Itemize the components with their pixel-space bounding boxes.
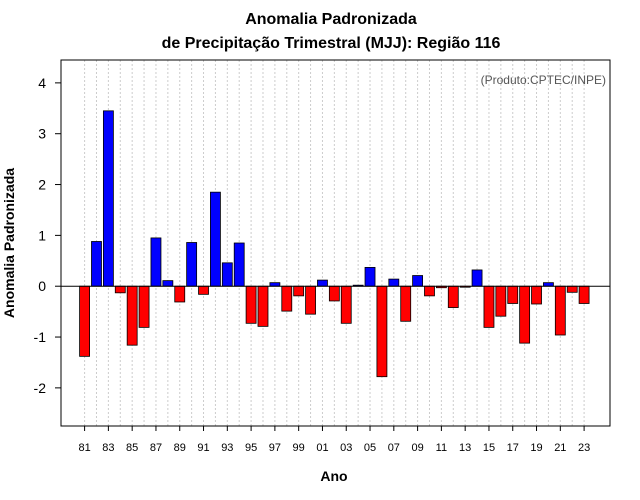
bar <box>150 237 162 287</box>
x-tick-label: 23 <box>578 442 590 454</box>
chart-title-line-1: Anomalia Padronizada <box>245 11 417 28</box>
bar <box>79 285 90 357</box>
bar <box>91 241 102 287</box>
bar <box>221 262 233 287</box>
y-tick-label: 3 <box>38 126 46 142</box>
x-axis: 81 83 85 87 89 91 93 95 97 99 01 03 05 07 09 11 13 15 17 19… <box>78 426 590 454</box>
x-tick-label: 01 <box>316 442 328 454</box>
x-tick-label: 19 <box>530 442 542 454</box>
bar <box>257 285 269 327</box>
bar <box>114 285 126 294</box>
bar <box>317 279 328 287</box>
x-tick-label: 17 <box>507 442 519 454</box>
plot-frame <box>60 59 611 427</box>
y-tick-label: 0 <box>38 278 46 294</box>
bar <box>126 285 138 346</box>
bar <box>198 285 209 295</box>
x-tick-label: 15 <box>483 442 495 454</box>
x-tick-label: 07 <box>388 442 400 454</box>
y-tick-label: 4 <box>38 75 46 91</box>
bar <box>507 285 519 304</box>
x-tick-label: 05 <box>364 442 376 454</box>
bar <box>412 275 424 287</box>
x-tick-label: 95 <box>245 442 257 454</box>
x-tick-label: 91 <box>197 442 209 454</box>
bar <box>293 285 305 297</box>
y-tick-label: 1 <box>38 227 46 243</box>
bar <box>519 285 531 344</box>
bar <box>102 110 114 287</box>
y-axis: 4 3 2 1 0 -1 -2 <box>34 75 61 396</box>
bar <box>424 285 435 297</box>
bar <box>305 285 316 315</box>
source-annotation: (Produto:CPTEC/INPE) <box>481 73 606 87</box>
y-tick-label: -1 <box>34 329 47 345</box>
y-axis-title: Anomalia Padronizada <box>1 168 17 318</box>
x-axis-title: Ano <box>320 468 347 484</box>
bar <box>388 278 400 287</box>
bar <box>245 285 257 324</box>
bar <box>162 280 174 287</box>
bar <box>340 285 352 324</box>
bar <box>210 191 221 287</box>
bar <box>138 285 150 328</box>
bar <box>483 285 495 328</box>
x-tick-label: 83 <box>102 442 114 454</box>
bar <box>578 285 590 304</box>
bar <box>281 285 293 312</box>
bar <box>328 285 340 302</box>
y-tick-label: 2 <box>38 177 46 193</box>
x-tick-label: 09 <box>411 442 423 454</box>
bar <box>174 285 186 303</box>
x-tick-label: 21 <box>554 442 566 454</box>
bar <box>495 285 507 317</box>
bar <box>471 269 483 287</box>
bar <box>400 285 412 322</box>
chart-title-line-2: de Precipitação Trimestral (MJJ): Região… <box>162 35 501 52</box>
bar <box>186 242 198 287</box>
bar <box>566 285 578 293</box>
bar <box>269 282 281 287</box>
x-tick-label: 89 <box>174 442 186 454</box>
bar <box>531 285 542 305</box>
x-tick-label: 99 <box>293 442 305 454</box>
x-tick-label: 11 <box>436 442 447 454</box>
y-tick-label: -2 <box>34 380 47 396</box>
bar <box>447 285 459 308</box>
bar <box>364 266 376 287</box>
x-tick-label: 03 <box>340 442 352 454</box>
x-tick-label: 85 <box>126 442 138 454</box>
bar <box>376 285 388 378</box>
bar <box>233 242 245 287</box>
x-tick-label: 81 <box>78 442 90 454</box>
x-tick-label: 97 <box>269 442 281 454</box>
x-tick-label: 87 <box>150 442 162 454</box>
bar <box>554 285 566 336</box>
gridlines <box>84 60 585 426</box>
bar <box>543 282 554 287</box>
x-tick-label: 93 <box>221 442 233 454</box>
x-tick-label: 13 <box>459 442 471 454</box>
